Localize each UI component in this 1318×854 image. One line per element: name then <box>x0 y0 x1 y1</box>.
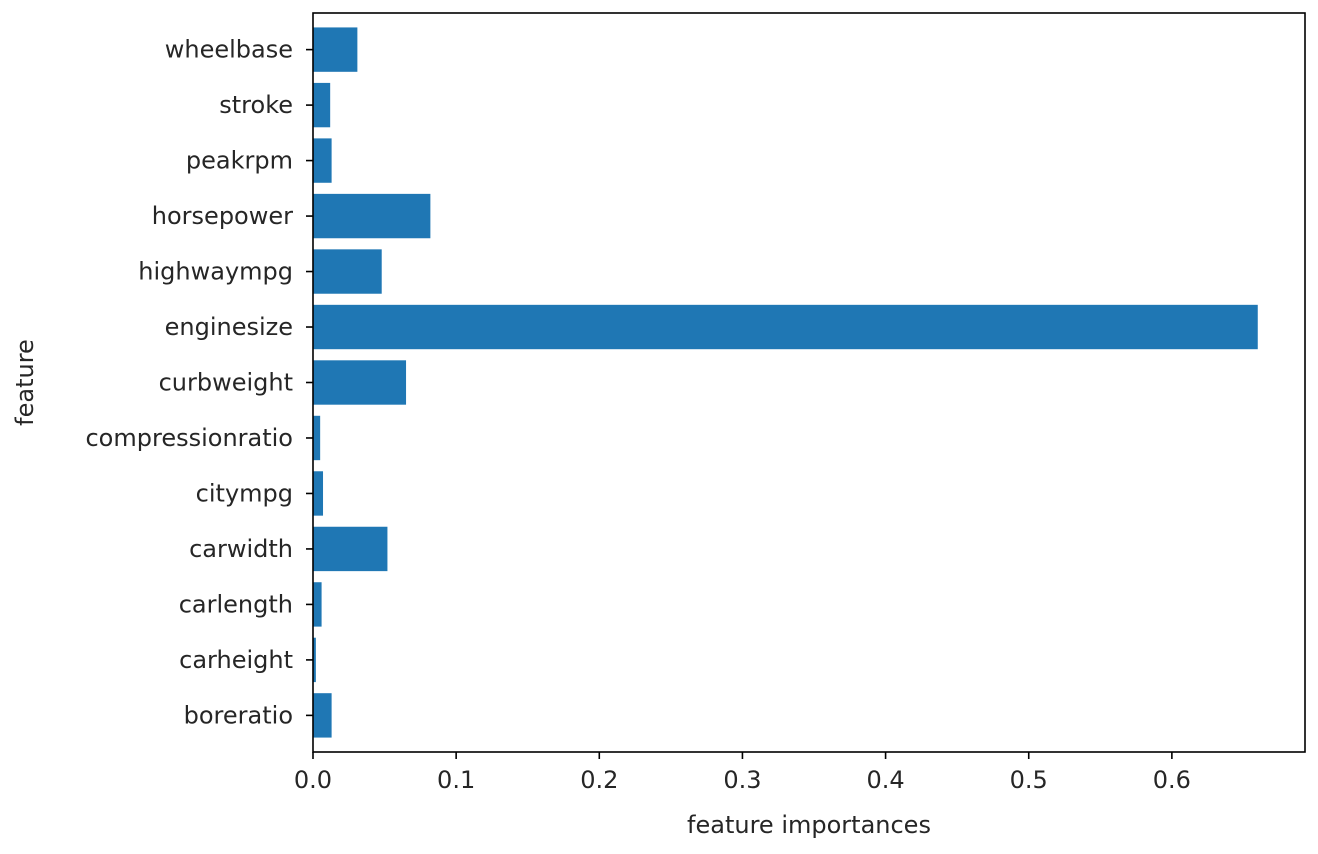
bar-compressionratio <box>313 415 321 461</box>
bar-citympg <box>313 471 324 516</box>
x-tick-label: 0.6 <box>1153 766 1191 794</box>
y-tick-label: horsepower <box>152 202 293 230</box>
bar-horsepower <box>313 193 431 239</box>
y-tick-label: carlength <box>179 590 293 618</box>
bar-boreratio <box>313 693 332 738</box>
y-tick-label: carwidth <box>189 535 293 563</box>
x-tick-label: 0.3 <box>723 766 761 794</box>
y-tick-label: enginesize <box>165 313 293 341</box>
y-tick-label: compressionratio <box>85 424 293 452</box>
x-tick-label: 0.1 <box>437 766 475 794</box>
bar-carlength <box>313 582 322 627</box>
bar-carwidth <box>313 526 388 572</box>
y-tick-label: boreratio <box>184 701 293 729</box>
y-tick-label: wheelbase <box>165 36 293 64</box>
y-tick-label: highwaympg <box>138 258 293 286</box>
y-axis-ticks: boreratio carheight carlength carwidth citym… <box>85 36 313 729</box>
y-tick-label: stroke <box>219 91 293 119</box>
y-tick-label: curbweight <box>159 369 293 397</box>
bar-wheelbase <box>313 27 358 72</box>
plot-frame <box>312 12 1306 753</box>
bar-highwaympg <box>313 249 382 294</box>
bar-enginesize <box>313 304 1258 350</box>
bar-stroke <box>313 82 331 128</box>
bar-curbweight <box>313 360 407 405</box>
y-tick-label: citympg <box>196 479 293 507</box>
x-tick-label: 0.5 <box>1010 766 1048 794</box>
x-axis-label: feature importances <box>687 811 931 839</box>
x-axis-ticks: 0.0 0.1 0.2 0.3 0.4 0.5 0.6 <box>294 752 1191 794</box>
bar-carheight <box>313 637 316 683</box>
bar-peakrpm <box>313 138 332 183</box>
y-axis-label: feature <box>11 339 39 426</box>
y-tick-label: carheight <box>179 646 293 674</box>
x-tick-label: 0.4 <box>866 766 904 794</box>
bars-group <box>313 27 1258 738</box>
y-tick-label: peakrpm <box>186 147 293 175</box>
x-tick-label: 0.0 <box>294 766 332 794</box>
x-tick-label: 0.2 <box>580 766 618 794</box>
